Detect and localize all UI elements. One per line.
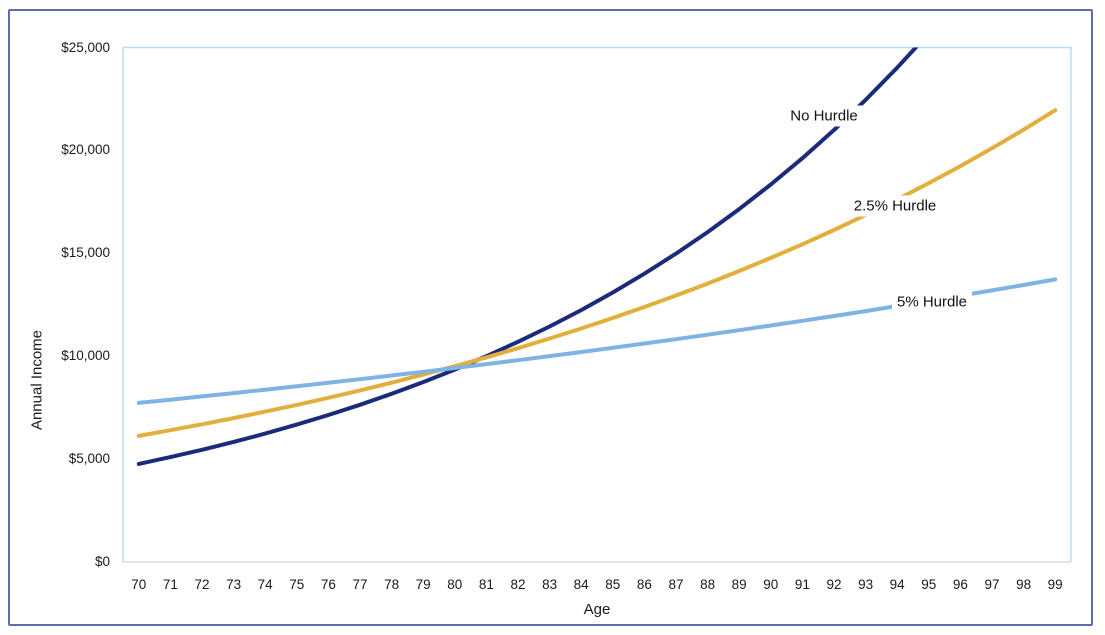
series-label-no-hurdle: No Hurdle <box>785 105 863 127</box>
x-tick-label: 72 <box>194 577 210 592</box>
x-tick-label: 96 <box>952 577 968 592</box>
plot-area-border <box>122 46 1072 562</box>
x-tick-label: 82 <box>510 577 526 592</box>
x-tick-label: 88 <box>700 577 716 592</box>
y-tick-label: $5,000 <box>68 451 110 467</box>
x-axis-title: Age <box>583 601 611 618</box>
x-tick-label: 80 <box>447 577 463 592</box>
series-line-no-hurdle <box>136 47 919 466</box>
series-label-2-5-hurdle: 2.5% Hurdle <box>848 195 942 217</box>
y-tick-label: $15,000 <box>61 245 110 261</box>
x-tick-label: 70 <box>131 577 147 592</box>
x-tick-label: 74 <box>257 577 273 592</box>
x-tick-label: 71 <box>162 577 178 592</box>
x-tick-label: 87 <box>668 577 684 592</box>
x-tick-label: 85 <box>605 577 621 592</box>
x-tick-label: 92 <box>826 577 842 592</box>
y-tick-label: $25,000 <box>61 39 110 55</box>
x-tick-label: 76 <box>320 577 336 592</box>
x-tick-label: 75 <box>289 577 305 592</box>
x-tick-label: 90 <box>763 577 779 592</box>
x-tick-label: 84 <box>573 577 589 592</box>
y-tick-label: $0 <box>94 554 110 569</box>
x-tick-label: 93 <box>858 577 874 592</box>
x-tick-label: 86 <box>636 577 652 592</box>
series-label-5-hurdle: 5% Hurdle <box>891 291 973 313</box>
x-tick-label: 73 <box>226 577 242 592</box>
x-tick-label: 95 <box>921 577 937 592</box>
x-tick-label: 77 <box>352 577 368 592</box>
x-tick-label: 89 <box>731 577 747 592</box>
chart-border <box>8 9 1093 626</box>
x-tick-label: 99 <box>1047 577 1063 592</box>
x-tick-label: 79 <box>415 577 431 592</box>
x-tick-label: 78 <box>384 577 400 592</box>
x-tick-label: 97 <box>984 577 1000 592</box>
y-tick-label: $10,000 <box>61 348 110 364</box>
x-tick-label: 94 <box>889 577 905 592</box>
y-axis-title: Annual Income <box>28 329 46 431</box>
x-tick-label: 98 <box>1016 577 1032 592</box>
y-tick-label: $20,000 <box>61 142 110 158</box>
x-tick-label: 83 <box>542 577 558 592</box>
x-tick-label: 91 <box>794 577 810 592</box>
x-tick-label: 81 <box>478 577 494 592</box>
